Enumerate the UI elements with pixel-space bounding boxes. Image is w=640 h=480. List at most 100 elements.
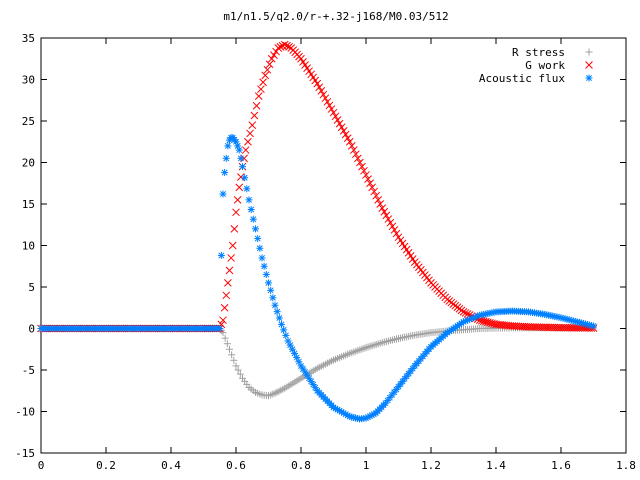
data-point — [321, 94, 330, 103]
y-tick-label: -15 — [15, 447, 35, 460]
data-point — [226, 345, 233, 353]
data-point — [254, 92, 263, 100]
data-point — [248, 121, 257, 130]
chart-title: m1/n1.5/q2.0/r-+.32-j168/M0.03/512 — [223, 10, 448, 23]
data-point — [386, 218, 395, 227]
data-point — [275, 314, 283, 322]
data-point — [230, 356, 238, 364]
data-point — [280, 326, 288, 334]
data-point — [270, 51, 278, 60]
data-point — [235, 146, 243, 154]
data-point — [267, 286, 275, 294]
data-point — [283, 41, 291, 50]
data-point — [356, 158, 364, 167]
data-point — [267, 54, 276, 63]
data-point — [221, 334, 229, 342]
data-point — [234, 366, 242, 374]
data-point — [337, 123, 346, 132]
data-point — [257, 85, 265, 94]
y-tick-label: 5 — [28, 281, 35, 294]
data-point — [351, 150, 360, 159]
data-point — [323, 97, 332, 106]
data-point — [235, 183, 244, 192]
x-tick-label: 1.4 — [486, 459, 506, 472]
data-point — [259, 78, 267, 87]
x-tick-label: 0.4 — [161, 459, 181, 472]
data-point — [227, 254, 235, 262]
x-tick-label: 0.2 — [96, 459, 116, 472]
legend-marker — [585, 74, 593, 82]
data-point — [392, 229, 401, 238]
data-point — [228, 241, 237, 250]
data-point — [364, 175, 372, 183]
data-point — [349, 146, 358, 154]
data-point — [341, 130, 350, 139]
data-point — [233, 195, 242, 204]
data-point — [223, 340, 231, 348]
legend-label: Acoustic flux — [479, 72, 565, 85]
data-point — [345, 137, 354, 146]
data-point — [225, 266, 234, 275]
data-point — [390, 226, 399, 234]
data-point — [360, 166, 368, 175]
data-point — [244, 137, 252, 146]
data-point — [461, 309, 470, 317]
data-point — [327, 105, 336, 113]
legend-marker — [585, 61, 593, 69]
x-tick-label: 0.8 — [291, 459, 311, 472]
data-point — [219, 190, 227, 198]
x-tick-label: 1 — [363, 459, 370, 472]
data-point — [358, 162, 366, 171]
data-point — [222, 154, 230, 162]
data-point — [252, 101, 261, 110]
data-point — [370, 187, 378, 196]
data-point — [265, 279, 272, 287]
data-point — [241, 146, 250, 154]
data-point — [282, 331, 290, 339]
data-point — [590, 322, 597, 330]
x-tick-label: 1.6 — [551, 459, 571, 472]
data-point — [459, 308, 468, 316]
data-point — [265, 60, 274, 69]
data-point — [380, 207, 389, 216]
data-point — [222, 291, 231, 300]
data-point — [243, 185, 251, 193]
y-tick-label: 35 — [22, 32, 35, 45]
data-point — [246, 129, 254, 138]
data-point — [219, 316, 227, 325]
x-tick-label: 1.2 — [421, 459, 441, 472]
y-tick-label: -5 — [22, 364, 35, 377]
data-point — [228, 351, 236, 359]
data-point — [354, 154, 362, 163]
data-point — [261, 71, 270, 80]
data-point — [362, 171, 370, 179]
data-point — [262, 271, 270, 279]
series-layer — [37, 40, 598, 423]
legend-label: G work — [525, 59, 565, 72]
data-point — [339, 127, 348, 135]
data-point — [366, 179, 374, 188]
data-point — [388, 222, 397, 231]
data-point — [245, 196, 253, 204]
data-point — [247, 206, 255, 214]
data-point — [319, 90, 328, 99]
data-point — [258, 254, 266, 262]
data-point — [333, 116, 342, 124]
data-point — [263, 65, 272, 74]
data-point — [335, 119, 344, 128]
data-point — [216, 325, 224, 332]
data-point — [278, 320, 285, 328]
data-point — [260, 262, 268, 270]
y-tick-label: 0 — [28, 323, 35, 336]
legend-label: R stress — [512, 46, 565, 59]
data-point — [217, 251, 225, 259]
y-tick-label: 25 — [22, 115, 35, 128]
data-point — [325, 101, 334, 110]
data-point — [384, 215, 393, 223]
y-tick-label: 30 — [22, 74, 35, 87]
data-point — [274, 44, 283, 52]
data-point — [368, 183, 376, 192]
data-point — [273, 308, 281, 316]
data-point — [329, 108, 338, 117]
